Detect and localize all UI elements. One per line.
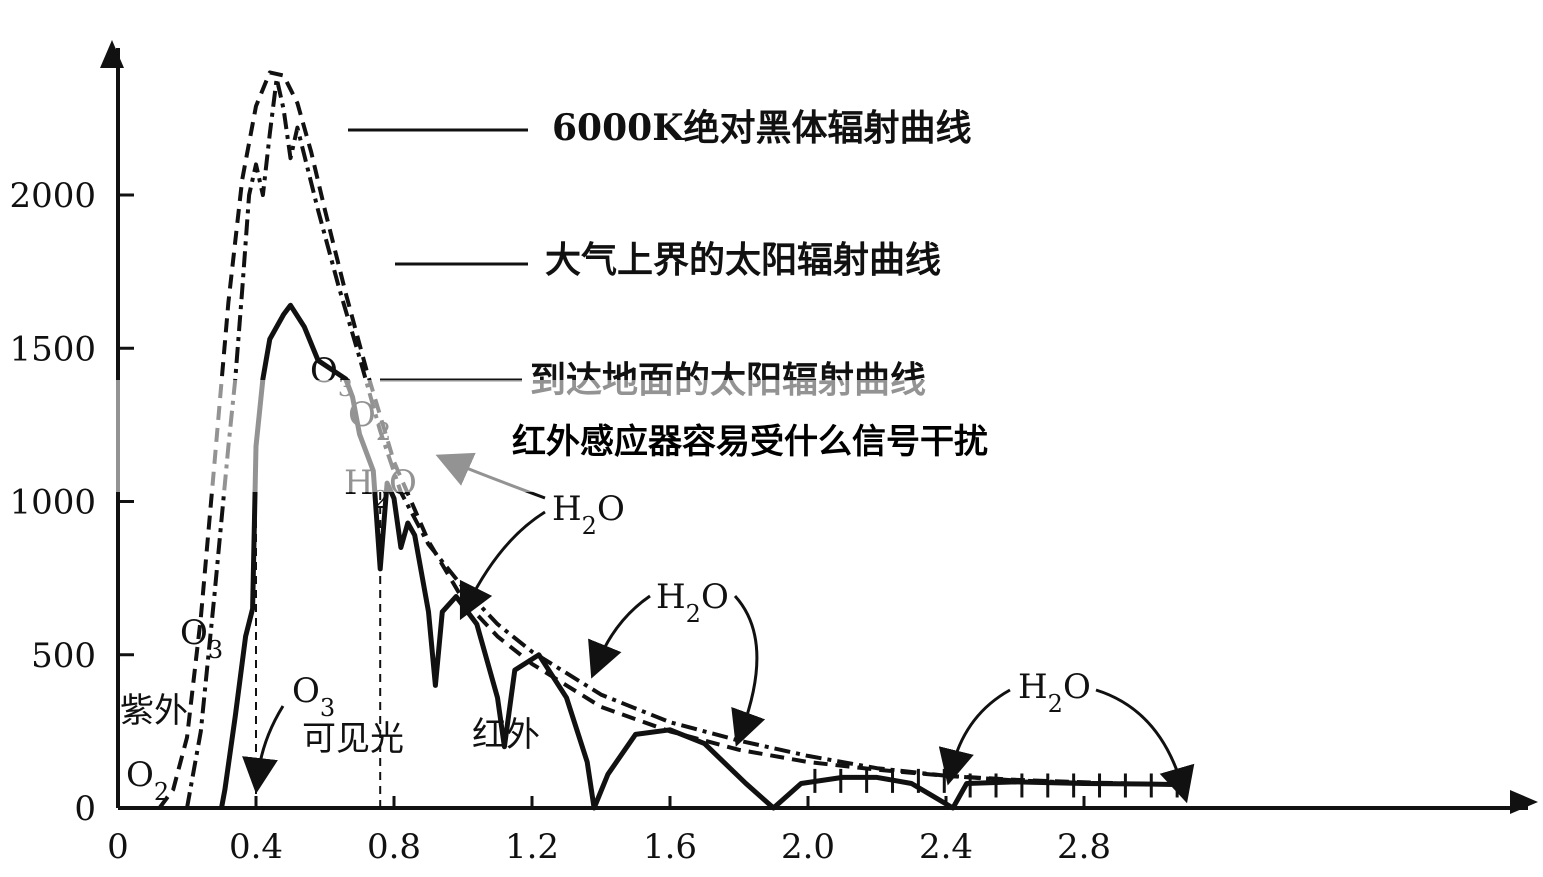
arrow-h2o-3a	[938, 688, 1011, 786]
annotation-o2-low: O2	[126, 755, 169, 806]
x-tick-label: 0.8	[367, 827, 421, 867]
x-tick-label: 1.6	[643, 827, 697, 867]
ground-curve	[219, 302, 1188, 811]
arrow-h2o-2b	[731, 594, 766, 747]
x-tick-label: 2.8	[1057, 827, 1111, 867]
x-tick-label: 2.4	[919, 827, 973, 867]
arrow-o3-low	[242, 705, 285, 794]
y-axis-arrow	[100, 40, 124, 68]
arrow-h2o-1a	[459, 510, 546, 621]
x-axis-arrow	[1510, 790, 1538, 814]
x-tick-label: 0.4	[229, 827, 283, 867]
y-tick-label: 500	[31, 636, 96, 676]
annotation-ir-band: 红外	[472, 715, 540, 755]
y-tick-label: 1000	[9, 483, 96, 523]
arrow-h2o-3b	[1095, 688, 1195, 804]
annotation-visible-band: 可见光	[302, 719, 404, 759]
overlay-band	[108, 380, 1543, 492]
y-tick-label: 0	[74, 789, 96, 829]
overlay-title: 红外感应器容易受什么信号干扰	[512, 422, 988, 462]
blackbody-curve	[157, 70, 1188, 810]
annotation-h2o-1: H2O	[552, 489, 625, 540]
x-tick-label: 0	[107, 827, 129, 867]
x-tick-label: 1.2	[505, 827, 559, 867]
legend-label-top-atmosphere: 大气上界的太阳辐射曲线	[545, 239, 941, 281]
y-tick-label: 1500	[9, 329, 96, 369]
arrow-h2o-2a	[588, 594, 651, 679]
annotation-h2o-2: H2O	[656, 577, 729, 628]
annotation-h2o-3: H2O	[1018, 667, 1091, 718]
annotation-uv-band: 紫外	[120, 691, 188, 731]
annotation-o3-left: O3	[180, 613, 223, 664]
y-tick-label: 2000	[9, 176, 96, 216]
top-atmosphere-curve	[185, 76, 1188, 809]
x-tick-label: 2.0	[781, 827, 835, 867]
legend-label-blackbody: 6000K绝对黑体辐射曲线	[552, 107, 972, 149]
annotation-o3-low: O3	[292, 671, 335, 722]
